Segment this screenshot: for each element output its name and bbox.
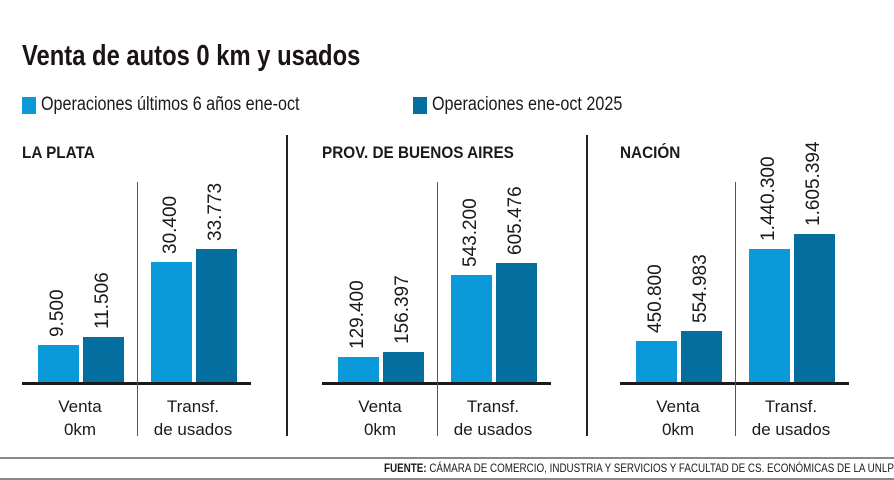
data-label: 543.200 — [460, 198, 481, 268]
category-label-line: Venta — [58, 397, 102, 416]
panel-separator — [586, 135, 588, 436]
data-label: 554.983 — [690, 254, 711, 324]
legend-label: Operaciones ene-oct 2025 — [432, 94, 623, 115]
bar — [749, 249, 790, 383]
source-prefix: FUENTE: — [384, 461, 427, 475]
x-axis — [322, 382, 551, 385]
x-axis — [620, 382, 849, 385]
chart-panel: NACIÓN 450.800 554.983 Venta 0km 1.440.300 1.6… — [598, 0, 894, 480]
bar — [196, 249, 237, 383]
data-label: 1.605.394 — [803, 141, 824, 226]
panel-separator — [286, 135, 288, 436]
category-label-line: Transf. — [166, 397, 220, 416]
legend-item-historic: Operaciones últimos 6 años ene-oct — [22, 94, 345, 116]
category-label-line: de usados — [751, 420, 831, 439]
category-label-line: 0km — [661, 420, 695, 439]
category-label: Venta 0km — [330, 395, 430, 441]
bar — [451, 275, 492, 383]
chart-panel: LA PLATA 9.500 11.506 Venta 0km 30.400 33.773 T… — [0, 0, 300, 480]
data-label: 450.800 — [645, 264, 666, 334]
data-label: 11.506 — [92, 272, 113, 330]
legend-item-2025: Operaciones ene-oct 2025 — [413, 94, 656, 116]
bar — [83, 337, 124, 383]
source-note: FUENTE: CÁMARA DE COMERCIO, INDUSTRIA Y … — [384, 461, 894, 475]
bar — [681, 331, 722, 383]
legend-label: Operaciones últimos 6 años ene-oct — [41, 94, 300, 115]
data-label: 33.773 — [205, 182, 226, 241]
chart-panel: PROV. DE BUENOS AIRES 129.400 156.397 Venta… — [300, 0, 600, 480]
data-label: 9.500 — [47, 289, 68, 338]
category-label: Transf. de usados — [143, 395, 243, 441]
data-label: 156.397 — [392, 275, 413, 344]
data-label: 605.476 — [505, 186, 526, 255]
category-divider — [137, 182, 138, 436]
category-label-line: 0km — [363, 420, 397, 439]
category-divider — [735, 182, 736, 436]
category-label-line: Transf. — [764, 397, 818, 416]
category-divider — [437, 182, 438, 436]
panel-title: NACIÓN — [620, 143, 681, 162]
panel-title: LA PLATA — [22, 143, 95, 162]
category-label-line: Venta — [358, 397, 402, 416]
category-label: Venta 0km — [30, 395, 130, 441]
bar — [383, 352, 424, 383]
category-label: Venta 0km — [628, 395, 728, 441]
category-label: Transf. de usados — [741, 395, 841, 441]
category-label-line: de usados — [453, 420, 533, 439]
category-label-line: Venta — [656, 397, 700, 416]
data-label: 129.400 — [347, 280, 368, 350]
panel-title: PROV. DE BUENOS AIRES — [322, 143, 514, 162]
bar — [496, 263, 537, 383]
category-label-line: de usados — [153, 420, 233, 439]
chart-title: Venta de autos 0 km y usados — [22, 40, 361, 72]
footer-divider — [0, 457, 894, 459]
x-axis — [22, 382, 251, 385]
bar — [38, 345, 79, 383]
category-label-line: 0km — [63, 420, 97, 439]
bar — [794, 234, 835, 383]
legend-swatch — [413, 96, 427, 114]
footer-divider — [0, 478, 894, 480]
data-label: 30.400 — [160, 196, 181, 255]
data-label: 1.440.300 — [758, 156, 779, 242]
bar — [151, 262, 192, 383]
legend-swatch — [22, 96, 36, 114]
source-text: CÁMARA DE COMERCIO, INDUSTRIA Y SERVICIO… — [426, 461, 894, 475]
category-label: Transf. de usados — [443, 395, 543, 441]
category-label-line: Transf. — [466, 397, 520, 416]
bar — [338, 357, 379, 383]
bar — [636, 341, 677, 383]
